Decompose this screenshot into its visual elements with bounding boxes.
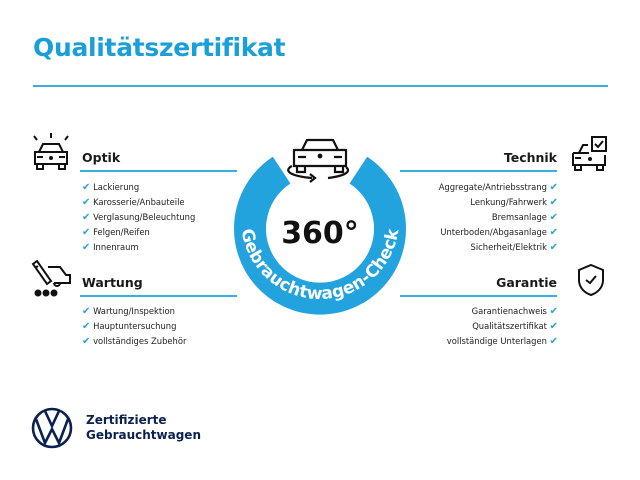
section-divider xyxy=(80,295,237,297)
ring-arc xyxy=(234,156,406,315)
check-icon: ✔ xyxy=(549,321,558,332)
check-360-badge: Gebrauchtwagen-Check 360° xyxy=(234,138,406,315)
list-item: ✔ Wartung/Inspektion xyxy=(82,306,175,317)
list-item: Garantienachweis ✔ xyxy=(471,306,558,317)
vw-logo-icon xyxy=(31,407,73,449)
section-heading-technik: Technik xyxy=(503,150,557,165)
section-heading-garantie: Garantie xyxy=(496,275,557,290)
list-item: Bremsanlage ✔ xyxy=(491,212,558,223)
check-icon: ✔ xyxy=(82,212,91,223)
list-item: ✔ vollständiges Zubehör xyxy=(82,336,187,347)
garantie-list: Garantienachweis ✔ Qualitätszertifikat ✔… xyxy=(447,304,558,349)
list-item: ✔ Innenraum xyxy=(82,242,139,253)
technik-list: Aggregate/Antriebsstrang ✔ Lenkung/Fahrw… xyxy=(439,180,558,255)
car-checklist-icon xyxy=(572,136,607,171)
degree-value: 360° xyxy=(281,216,359,251)
check-icon: ✔ xyxy=(82,182,91,193)
list-item: Unterboden/Abgasanlage ✔ xyxy=(440,227,558,238)
list-item: ✔ Karosserie/Anbauteile xyxy=(82,197,185,208)
wartung-list: ✔ Wartung/Inspektion ✔ Hauptuntersuchung… xyxy=(82,304,186,349)
check-icon: ✔ xyxy=(549,336,558,347)
list-item: vollständige Unterlagen ✔ xyxy=(446,336,558,347)
check-icon: ✔ xyxy=(549,242,558,253)
page-title: Qualitätszertifikat xyxy=(33,33,286,62)
check-icon: ✔ xyxy=(549,197,558,208)
section-heading-optik: Optik xyxy=(82,150,121,165)
list-item: Qualitätszertifikat ✔ xyxy=(472,321,558,332)
list-item: Sicherheit/Elektrik ✔ xyxy=(470,242,558,253)
brand-text: Zertifizierte Gebrauchtwagen xyxy=(86,413,201,443)
list-item: ✔ Felgen/Reifen xyxy=(82,227,150,238)
shield-check-icon xyxy=(578,263,604,297)
brand-line1: Zertifizierte xyxy=(86,413,167,427)
list-item: ✔ Lackierung xyxy=(82,182,140,193)
check-icon: ✔ xyxy=(549,212,558,223)
car-lights-icon xyxy=(33,133,69,170)
check-icon: ✔ xyxy=(549,227,558,238)
check-icon: ✔ xyxy=(549,306,558,317)
section-divider xyxy=(400,295,557,297)
list-item: ✔ Hauptuntersuchung xyxy=(82,321,177,332)
section-heading-wartung: Wartung xyxy=(82,275,143,290)
brand-line2: Gebrauchtwagen xyxy=(86,428,201,442)
check-icon: ✔ xyxy=(82,306,91,317)
section-divider xyxy=(80,170,237,172)
list-item: ✔ Verglasung/Beleuchtung xyxy=(82,212,196,223)
check-icon: ✔ xyxy=(82,227,91,238)
service-tool-car-icon xyxy=(31,260,71,297)
optik-list: ✔ Lackierung ✔ Karosserie/Anbauteile ✔ V… xyxy=(82,180,195,255)
check-icon: ✔ xyxy=(82,197,91,208)
check-icon: ✔ xyxy=(82,242,91,253)
list-item: Aggregate/Antriebsstrang ✔ xyxy=(438,182,558,193)
check-icon: ✔ xyxy=(82,321,91,332)
car-360-icon xyxy=(287,138,350,183)
section-divider xyxy=(400,170,557,172)
check-icon: ✔ xyxy=(82,336,91,347)
title-divider xyxy=(33,85,608,87)
list-item: Lenkung/Fahrwerk ✔ xyxy=(470,197,558,208)
check-icon: ✔ xyxy=(549,182,558,193)
